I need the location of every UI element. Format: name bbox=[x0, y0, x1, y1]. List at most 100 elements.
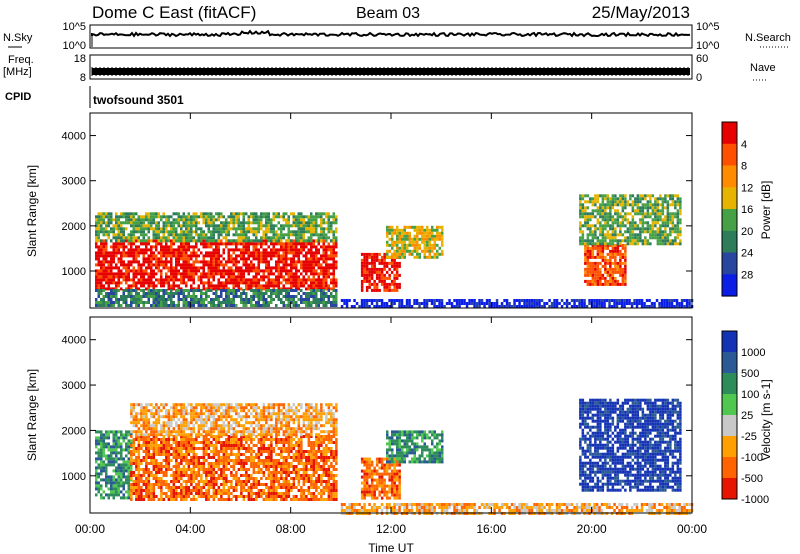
heatmap-cell bbox=[630, 305, 634, 308]
heatmap-cell bbox=[325, 304, 328, 307]
heatmap-cell bbox=[152, 281, 155, 285]
heatmap-cell bbox=[122, 484, 125, 488]
heatmap-cell bbox=[267, 212, 270, 216]
heatmap-cell bbox=[332, 284, 335, 288]
heatmap-cell bbox=[185, 236, 188, 240]
heatmap-cell bbox=[177, 477, 181, 480]
heatmap-cell bbox=[202, 284, 205, 288]
heatmap-cell bbox=[641, 227, 645, 231]
heatmap-cell bbox=[135, 260, 138, 264]
heatmap-cell bbox=[200, 486, 203, 489]
heatmap-cell bbox=[112, 469, 115, 473]
heatmap-cell bbox=[312, 289, 315, 292]
heatmap-cell bbox=[614, 276, 617, 280]
heatmap-cell bbox=[145, 292, 148, 295]
heatmap-cell bbox=[418, 231, 421, 235]
heatmap-cell bbox=[127, 242, 130, 246]
heatmap-cell bbox=[322, 236, 325, 240]
heatmap-cell bbox=[310, 218, 313, 222]
heatmap-cell bbox=[167, 260, 170, 264]
heatmap-cell bbox=[595, 302, 599, 305]
heatmap-cell bbox=[205, 215, 208, 219]
heatmap-cell bbox=[145, 233, 148, 237]
heatmap-cell bbox=[586, 194, 590, 198]
heatmap-cell bbox=[177, 289, 180, 292]
heatmap-cell bbox=[170, 480, 173, 483]
heatmap-cell bbox=[624, 239, 627, 243]
heatmap-cell bbox=[165, 304, 168, 307]
heatmap-cell bbox=[235, 266, 238, 270]
heatmap-cell bbox=[190, 450, 193, 453]
heatmap-cell bbox=[100, 266, 103, 270]
heatmap-cell bbox=[330, 266, 333, 270]
heatmap-cell bbox=[167, 215, 170, 219]
heatmap-cell bbox=[145, 438, 148, 441]
heatmap-cell bbox=[601, 200, 605, 204]
heatmap-cell bbox=[160, 462, 163, 465]
heatmap-cell bbox=[105, 239, 108, 243]
heatmap-cell bbox=[282, 251, 285, 255]
heatmap-cell bbox=[192, 275, 195, 279]
heatmap-cell bbox=[295, 272, 298, 276]
heatmap-cell bbox=[370, 302, 374, 305]
heatmap-cell bbox=[322, 260, 325, 264]
heatmap-cell bbox=[327, 242, 330, 246]
heatmap-cell bbox=[212, 239, 215, 243]
heatmap-cell bbox=[185, 281, 188, 285]
heatmap-cell bbox=[150, 498, 153, 501]
heatmap-cell bbox=[312, 275, 315, 279]
heatmap-cell bbox=[325, 236, 328, 240]
heatmap-cell bbox=[132, 251, 135, 255]
heatmap-cell bbox=[130, 453, 133, 456]
heatmap-cell bbox=[322, 218, 325, 222]
heatmap-cell bbox=[267, 260, 270, 264]
heatmap-cell bbox=[170, 245, 173, 249]
heatmap-cell bbox=[135, 289, 138, 292]
heatmap-cell bbox=[175, 447, 178, 450]
heatmap-cell bbox=[416, 225, 419, 229]
heatmap-cell bbox=[600, 305, 604, 308]
heatmap-cell bbox=[368, 267, 371, 271]
heatmap-cell bbox=[262, 254, 265, 258]
heatmap-cell bbox=[160, 260, 163, 264]
heatmap-cell bbox=[207, 483, 211, 486]
heatmap-cell bbox=[235, 239, 238, 243]
heatmap-cell bbox=[120, 295, 123, 298]
heatmap-cell bbox=[230, 227, 233, 231]
heatmap-cell bbox=[312, 257, 315, 261]
heatmap-cell bbox=[135, 245, 138, 249]
heatmap-cell bbox=[441, 252, 444, 256]
heatmap-cell bbox=[227, 298, 230, 301]
heatmap-cell bbox=[565, 299, 569, 302]
heatmap-cell bbox=[202, 447, 206, 450]
heatmap-cell bbox=[265, 251, 268, 255]
heatmap-cell bbox=[335, 301, 338, 304]
heatmap-cell bbox=[581, 233, 585, 237]
heatmap-cell bbox=[122, 457, 125, 461]
heatmap-cell bbox=[95, 251, 98, 255]
heatmap-cell bbox=[601, 230, 605, 234]
heatmap-cell bbox=[678, 302, 681, 305]
heatmap-cell bbox=[426, 243, 429, 247]
heatmap-cell bbox=[320, 215, 323, 219]
heatmap-cell bbox=[589, 246, 592, 250]
heatmap-cell bbox=[265, 301, 268, 304]
heatmap-cell bbox=[676, 215, 680, 219]
heatmap-cell bbox=[646, 239, 650, 243]
heatmap-cell bbox=[320, 292, 323, 295]
heatmap-cell bbox=[182, 489, 186, 492]
heatmap-cell bbox=[102, 442, 105, 446]
heatmap-cell bbox=[332, 221, 335, 225]
heatmap-cell bbox=[252, 218, 255, 222]
freq-panel bbox=[89, 54, 693, 80]
heatmap-cell bbox=[125, 469, 128, 473]
heatmap-cell bbox=[651, 233, 655, 237]
heatmap-cell bbox=[165, 471, 168, 474]
heatmap-cell bbox=[307, 260, 310, 264]
heatmap-cell bbox=[105, 242, 108, 246]
heatmap-cell bbox=[282, 284, 285, 288]
heatmap-cell bbox=[195, 438, 198, 441]
heatmap-cell bbox=[631, 227, 635, 231]
heatmap-cell bbox=[192, 245, 195, 249]
heatmap-cell bbox=[332, 263, 335, 267]
